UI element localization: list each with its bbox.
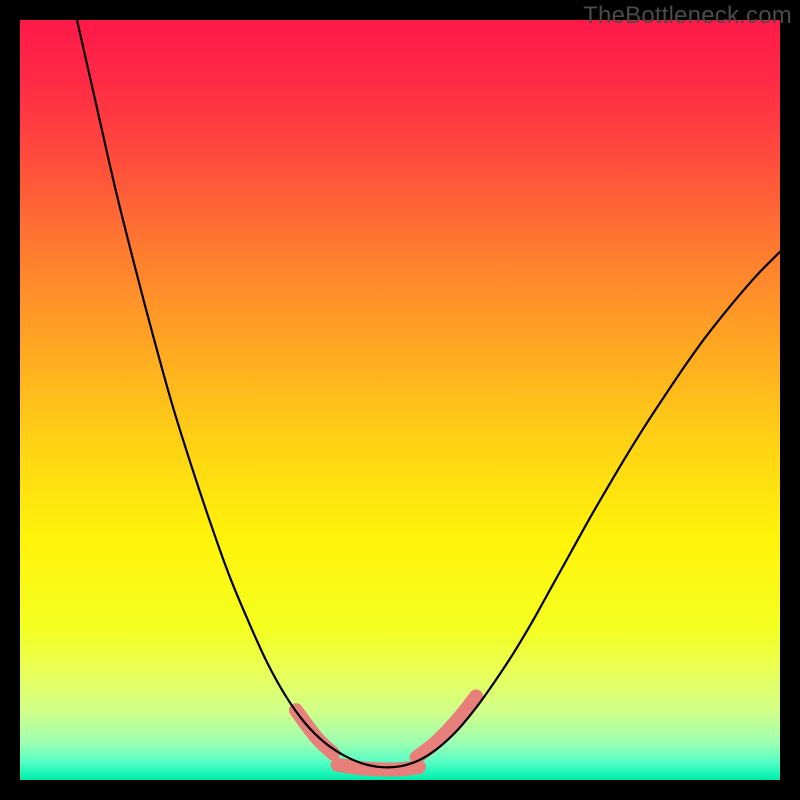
chart-area: [20, 20, 780, 780]
bottleneck-curve: [77, 20, 780, 767]
watermark-text: TheBottleneck.com: [583, 2, 792, 30]
accent-stroke: [417, 696, 476, 757]
accent-stroke-group: [296, 696, 476, 769]
chart-curves: [20, 20, 780, 780]
accent-stroke: [296, 710, 333, 753]
